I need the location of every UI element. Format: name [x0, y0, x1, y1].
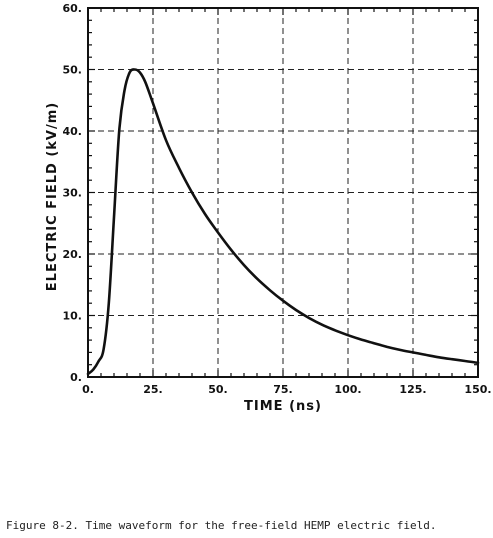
y-tick-label: 0. [70, 371, 82, 384]
figure-caption: Figure 8-2. Time waveform for the free-f… [6, 519, 437, 532]
x-tick-label: 0. [82, 383, 94, 396]
series-line [86, 68, 480, 376]
y-tick-label: 60. [63, 2, 83, 15]
y-tick-label: 50. [63, 64, 83, 77]
x-tick-label: 50. [208, 383, 228, 396]
x-tick-label: 75. [273, 383, 293, 396]
y-tick-label: 40. [63, 125, 83, 138]
x-tick-label: 150. [464, 383, 491, 396]
x-tick-labels: 0. 25. 50. 75. 100. 125. 150. [82, 383, 491, 396]
ticks [87, 7, 479, 378]
y-tick-label: 30. [63, 187, 83, 200]
y-tick-label: 10. [63, 310, 83, 323]
x-tick-label: 125. [399, 383, 426, 396]
x-tick-label: 100. [334, 383, 361, 396]
grid [88, 8, 478, 377]
x-tick-label: 25. [143, 383, 163, 396]
y-axis-title: ELECTRIC FIELD (kV/m) [45, 102, 60, 291]
y-tick-labels: 0. 10. 20. 30. 40. 50. 60. [63, 2, 83, 384]
x-axis-title: TIME (ns) [244, 399, 322, 414]
chart: 0. 25. 50. 75. 100. 125. 150. 0. 10. 20. 30. 40. 50… [45, 2, 492, 414]
y-tick-label: 20. [63, 248, 83, 261]
